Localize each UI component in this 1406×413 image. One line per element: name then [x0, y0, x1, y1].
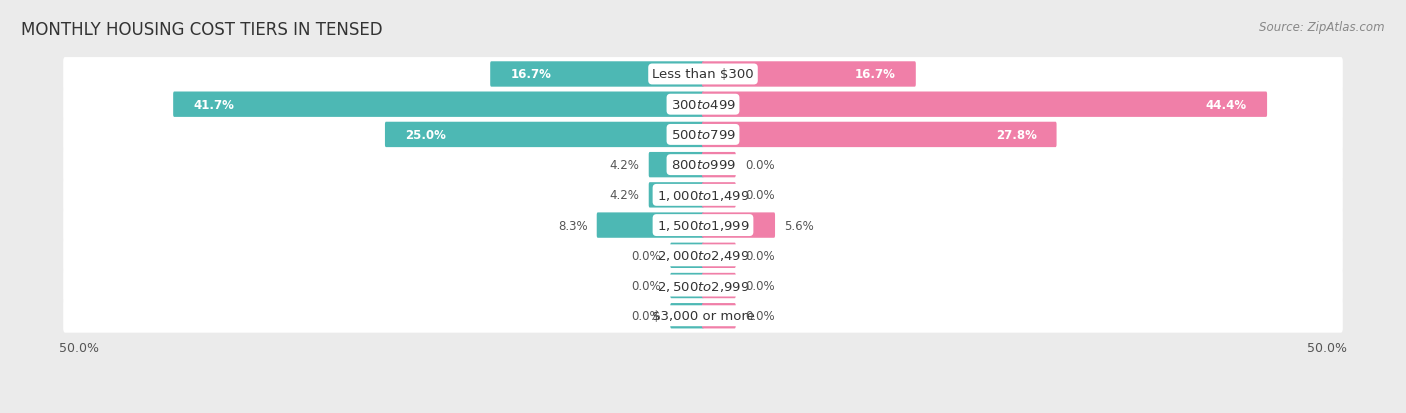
Text: 16.7%: 16.7% — [855, 68, 896, 81]
Text: 44.4%: 44.4% — [1206, 98, 1247, 112]
Text: 0.0%: 0.0% — [745, 279, 775, 292]
Text: $3,000 or more: $3,000 or more — [651, 309, 755, 323]
Text: 16.7%: 16.7% — [510, 68, 551, 81]
FancyBboxPatch shape — [671, 243, 704, 268]
FancyBboxPatch shape — [702, 62, 915, 88]
Text: $1,000 to $1,499: $1,000 to $1,499 — [657, 188, 749, 202]
FancyBboxPatch shape — [702, 152, 735, 178]
Text: 50.0%: 50.0% — [59, 341, 98, 354]
FancyBboxPatch shape — [63, 118, 1343, 152]
Text: 0.0%: 0.0% — [631, 309, 661, 323]
Text: 50.0%: 50.0% — [1308, 341, 1347, 354]
Legend: Owner-occupied, Renter-occupied: Owner-occupied, Renter-occupied — [560, 410, 846, 413]
Text: $2,000 to $2,499: $2,000 to $2,499 — [657, 249, 749, 263]
Text: $300 to $499: $300 to $499 — [671, 98, 735, 112]
FancyBboxPatch shape — [648, 183, 704, 208]
FancyBboxPatch shape — [702, 92, 1267, 118]
Text: 41.7%: 41.7% — [193, 98, 233, 112]
FancyBboxPatch shape — [173, 92, 704, 118]
FancyBboxPatch shape — [63, 209, 1343, 242]
FancyBboxPatch shape — [63, 299, 1343, 333]
FancyBboxPatch shape — [63, 88, 1343, 122]
Text: 0.0%: 0.0% — [631, 279, 661, 292]
Text: $800 to $999: $800 to $999 — [671, 159, 735, 172]
Text: $1,500 to $1,999: $1,500 to $1,999 — [657, 218, 749, 233]
FancyBboxPatch shape — [702, 243, 735, 268]
Text: Less than $300: Less than $300 — [652, 68, 754, 81]
FancyBboxPatch shape — [671, 303, 704, 329]
FancyBboxPatch shape — [648, 152, 704, 178]
FancyBboxPatch shape — [702, 303, 735, 329]
Text: MONTHLY HOUSING COST TIERS IN TENSED: MONTHLY HOUSING COST TIERS IN TENSED — [21, 21, 382, 38]
FancyBboxPatch shape — [63, 178, 1343, 212]
Text: $2,500 to $2,999: $2,500 to $2,999 — [657, 279, 749, 293]
Text: Source: ZipAtlas.com: Source: ZipAtlas.com — [1260, 21, 1385, 33]
FancyBboxPatch shape — [63, 58, 1343, 92]
FancyBboxPatch shape — [491, 62, 704, 88]
Text: 0.0%: 0.0% — [745, 189, 775, 202]
Text: 8.3%: 8.3% — [558, 219, 588, 232]
Text: $500 to $799: $500 to $799 — [671, 128, 735, 142]
FancyBboxPatch shape — [385, 122, 704, 148]
FancyBboxPatch shape — [596, 213, 704, 238]
Text: 0.0%: 0.0% — [745, 159, 775, 172]
Text: 0.0%: 0.0% — [745, 249, 775, 262]
Text: 0.0%: 0.0% — [745, 309, 775, 323]
FancyBboxPatch shape — [702, 183, 735, 208]
Text: 27.8%: 27.8% — [995, 128, 1036, 142]
FancyBboxPatch shape — [671, 273, 704, 299]
Text: 4.2%: 4.2% — [610, 189, 640, 202]
FancyBboxPatch shape — [702, 122, 1056, 148]
Text: 25.0%: 25.0% — [405, 128, 446, 142]
Text: 0.0%: 0.0% — [631, 249, 661, 262]
FancyBboxPatch shape — [702, 273, 735, 299]
Text: 4.2%: 4.2% — [610, 159, 640, 172]
FancyBboxPatch shape — [63, 148, 1343, 182]
Text: 5.6%: 5.6% — [785, 219, 814, 232]
FancyBboxPatch shape — [63, 269, 1343, 303]
FancyBboxPatch shape — [702, 213, 775, 238]
FancyBboxPatch shape — [63, 239, 1343, 273]
